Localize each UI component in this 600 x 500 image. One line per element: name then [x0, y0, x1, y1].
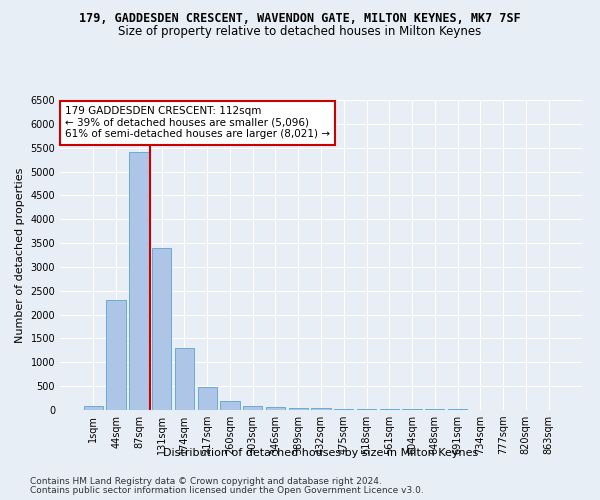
Text: 179, GADDESDEN CRESCENT, WAVENDON GATE, MILTON KEYNES, MK7 7SF: 179, GADDESDEN CRESCENT, WAVENDON GATE, … — [79, 12, 521, 26]
Y-axis label: Number of detached properties: Number of detached properties — [15, 168, 25, 342]
Text: Contains HM Land Registry data © Crown copyright and database right 2024.: Contains HM Land Registry data © Crown c… — [30, 477, 382, 486]
Bar — [403, 409, 422, 410]
Bar — [220, 401, 239, 410]
Bar — [380, 409, 399, 410]
Bar — [84, 406, 103, 410]
Bar — [289, 408, 308, 410]
Text: Contains public sector information licensed under the Open Government Licence v3: Contains public sector information licen… — [30, 486, 424, 495]
Bar — [357, 409, 376, 410]
Text: 179 GADDESDEN CRESCENT: 112sqm
← 39% of detached houses are smaller (5,096)
61% : 179 GADDESDEN CRESCENT: 112sqm ← 39% of … — [65, 106, 330, 140]
Bar — [106, 300, 126, 410]
Text: Size of property relative to detached houses in Milton Keynes: Size of property relative to detached ho… — [118, 25, 482, 38]
Text: Distribution of detached houses by size in Milton Keynes: Distribution of detached houses by size … — [163, 448, 479, 458]
Bar — [152, 248, 172, 410]
Bar — [175, 348, 194, 410]
Bar — [197, 388, 217, 410]
Bar — [311, 408, 331, 410]
Bar — [334, 408, 353, 410]
Bar — [266, 407, 285, 410]
Bar — [129, 152, 149, 410]
Bar — [243, 406, 262, 410]
